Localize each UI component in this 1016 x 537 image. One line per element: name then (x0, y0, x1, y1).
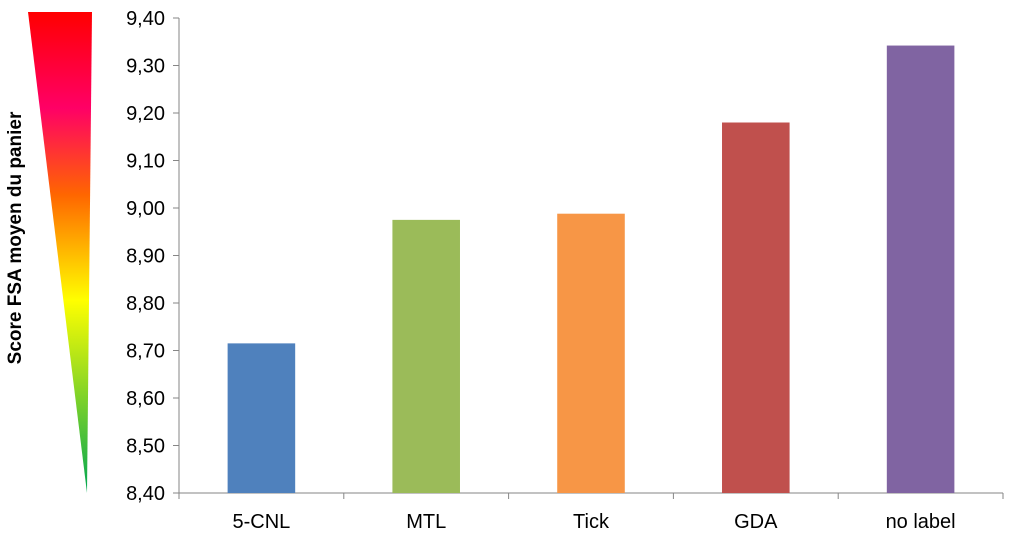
x-tick-labels: 5-CNL MTL Tick GDA no label (233, 511, 956, 533)
x-tick-label: no label (886, 511, 956, 533)
y-tick-label: 8,90 (126, 246, 165, 268)
bar-no-label (886, 45, 955, 494)
axes (173, 17, 1004, 499)
bar-tick (557, 213, 625, 493)
y-tick-label: 8,70 (126, 341, 165, 363)
x-tick-label: GDA (734, 511, 778, 533)
bar-gda (722, 122, 790, 493)
y-tick-label: 9,30 (126, 56, 165, 78)
y-tick-label: 9,40 (126, 8, 165, 30)
bar-mtl (392, 219, 460, 493)
y-tick-label: 9,10 (126, 151, 165, 173)
y-axis-label: Score FSA moyen du panier (5, 111, 26, 364)
y-tick-label: 8,60 (126, 388, 165, 410)
x-tick-label: 5-CNL (233, 511, 291, 533)
y-tick-label: 8,50 (126, 436, 165, 458)
score-color-scale (28, 12, 92, 493)
x-tick-label: MTL (406, 511, 446, 533)
y-tick-label: 9,20 (126, 103, 165, 125)
bar-5-cnl (227, 343, 296, 493)
x-tick-label: Tick (573, 511, 610, 533)
y-tick-labels: 8,40 8,50 8,60 8,70 8,80 8,90 9,00 9,10 9,20 9,30… (126, 8, 165, 505)
y-tick-label: 9,00 (126, 198, 165, 220)
y-tick-label: 8,80 (126, 293, 165, 315)
bars (227, 45, 955, 494)
y-tick-label: 8,40 (126, 483, 165, 505)
